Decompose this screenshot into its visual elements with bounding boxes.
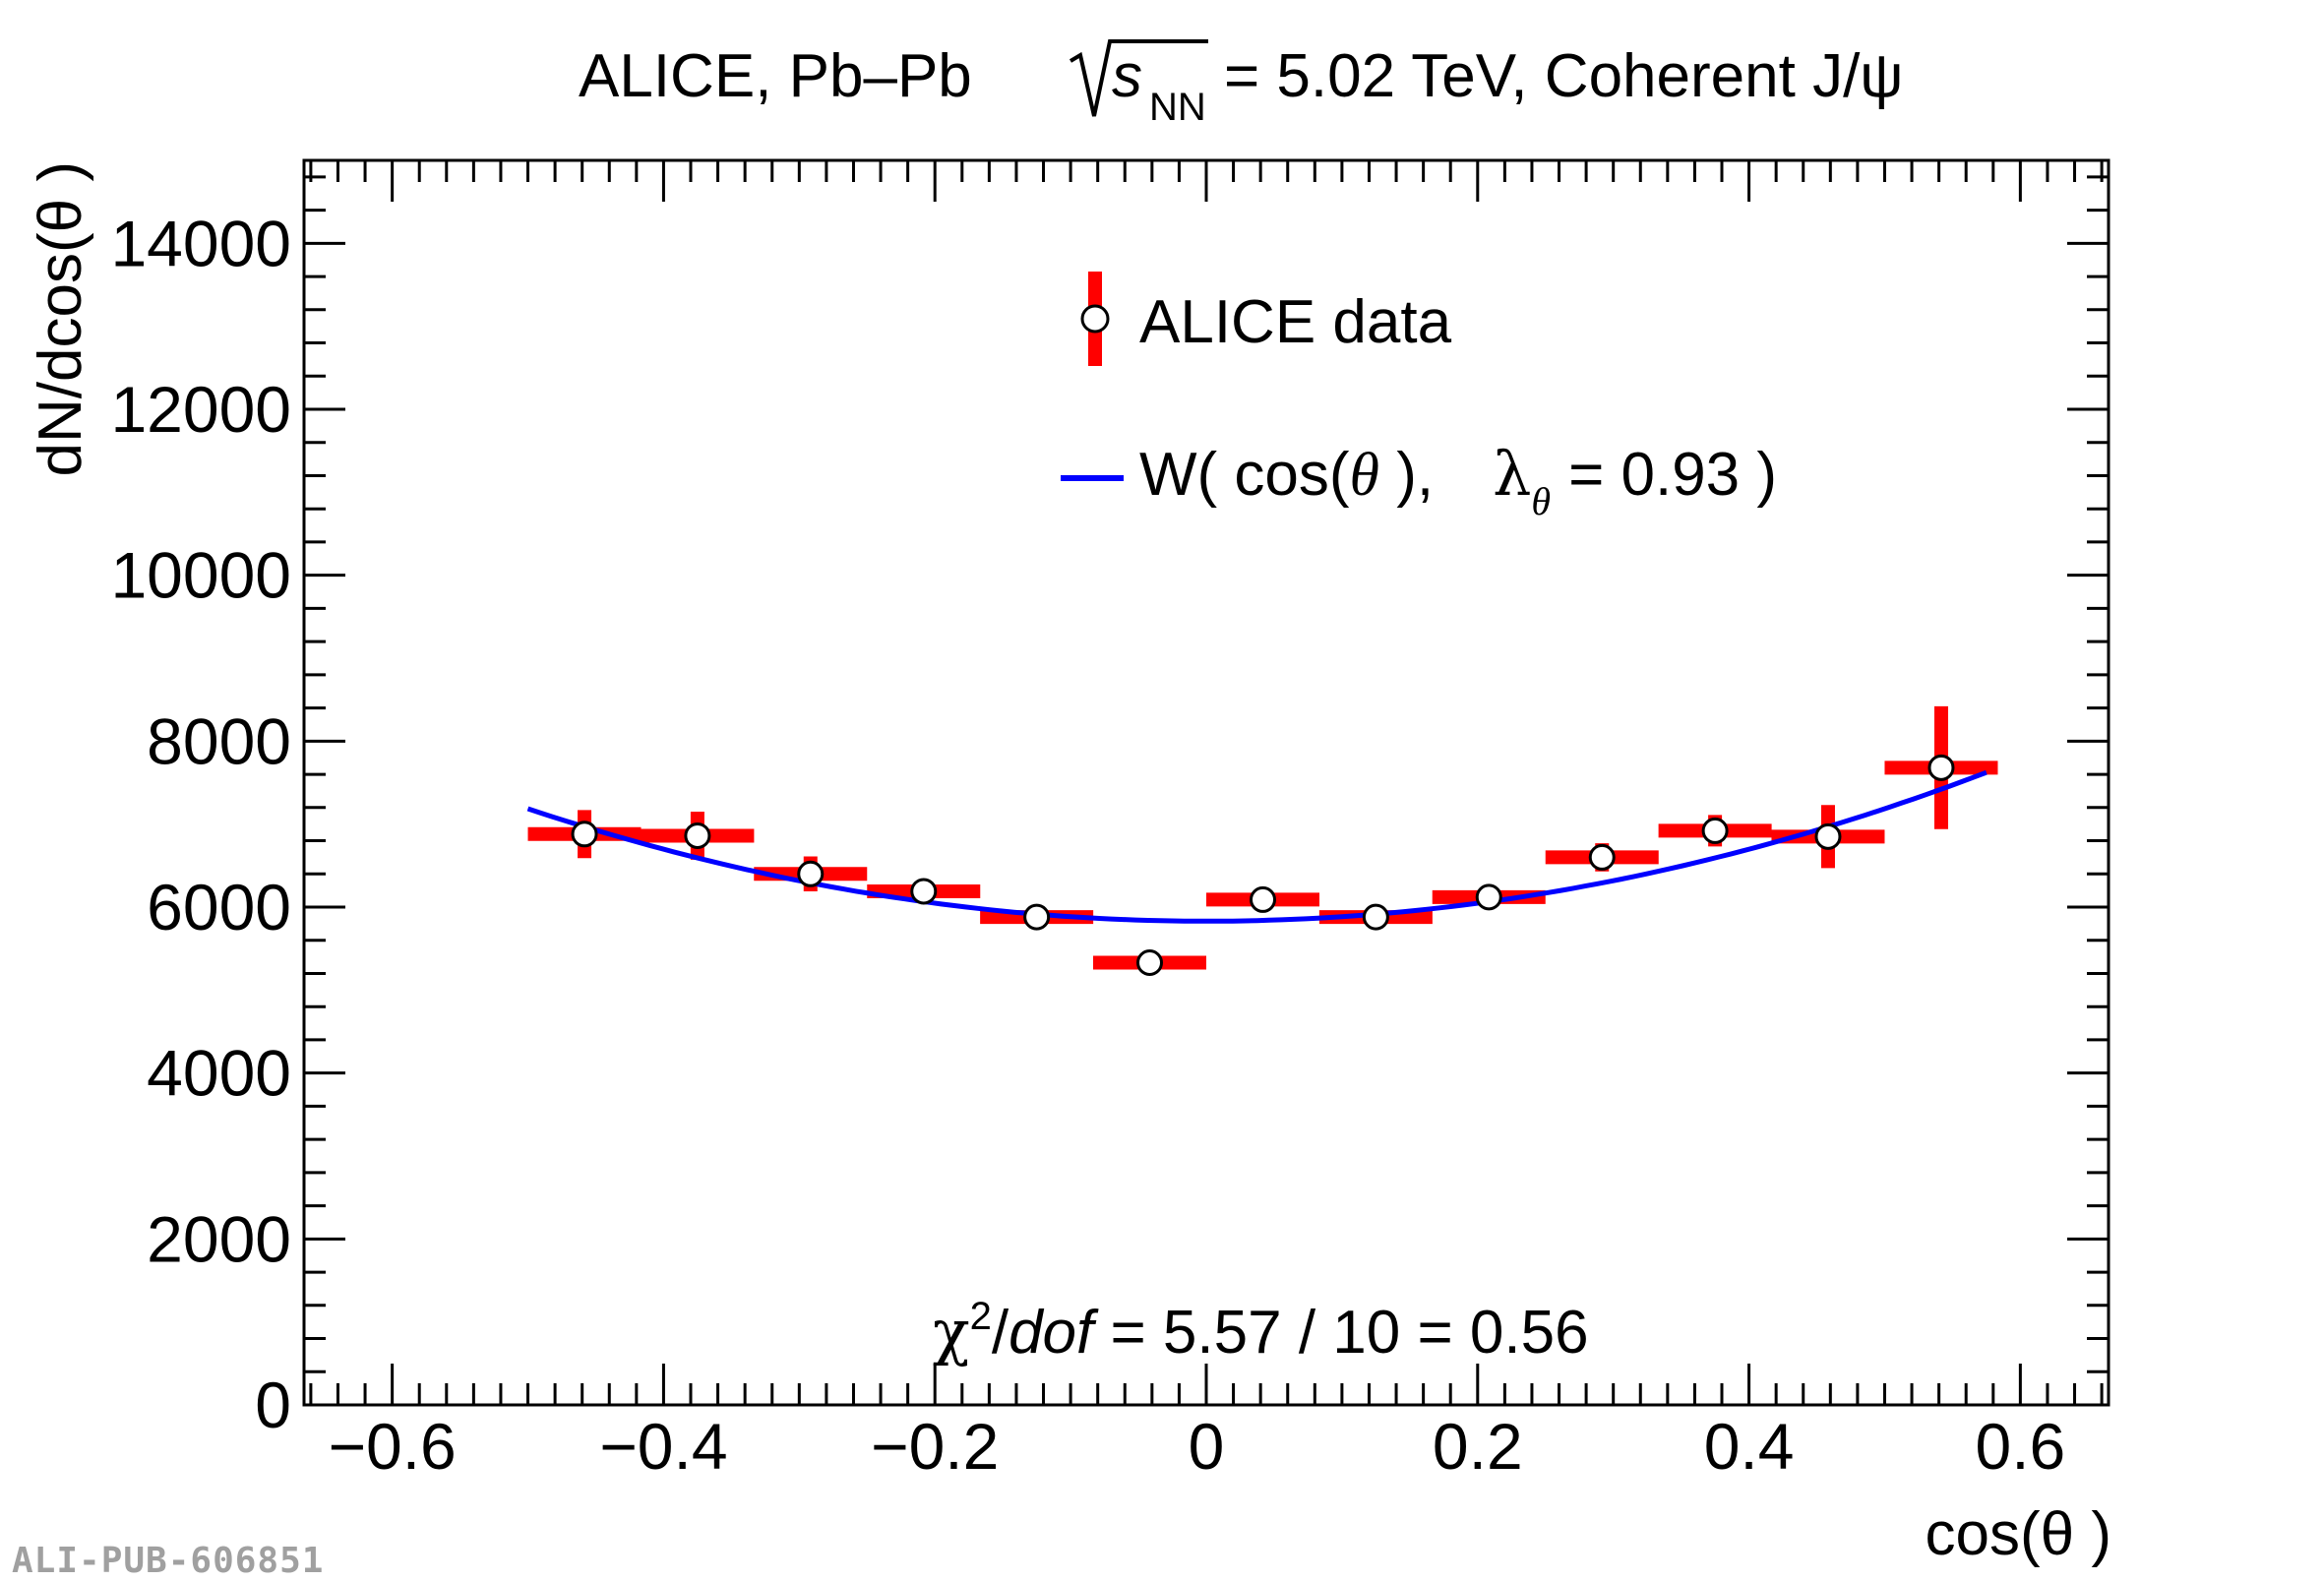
- data-point: [1475, 883, 1502, 911]
- data-point: [571, 821, 598, 848]
- chart-title: ALICE, Pb–Pb: [579, 42, 972, 110]
- y-axis-title: dN/dcos(θ ): [27, 161, 94, 476]
- data-point: [1701, 817, 1729, 844]
- x-tick-label: 0: [1189, 1410, 1225, 1483]
- title-s: s: [1112, 42, 1142, 110]
- legend-fit-label: W( cos(θ ), λθ = 0.93 ): [1139, 438, 1777, 523]
- data-point: [1927, 754, 1955, 781]
- chi2-annotation: χ2/dof = 5.57 / 10 = 0.56: [933, 1295, 1589, 1368]
- data-markers: [571, 754, 1955, 977]
- svg-text:= 5.02 TeV, Coherent J/ψ: = 5.02 TeV, Coherent J/ψ: [1224, 42, 1904, 110]
- data-point: [1023, 903, 1051, 931]
- legend: ALICE data W( cos(θ ), λθ = 0.93 ): [1061, 272, 1777, 523]
- data-point: [1588, 843, 1616, 871]
- data-point: [1250, 885, 1277, 913]
- y-tick-labels: 0 2000 4000 6000 8000 10000 12000 14000: [110, 207, 291, 1441]
- title-nn: NN: [1149, 86, 1206, 129]
- x-tick-label: −0.6: [328, 1410, 456, 1483]
- title-part2: = 5.02 TeV, Coherent J/ψ: [1224, 42, 1904, 110]
- y-tick-label: 2000: [147, 1202, 291, 1275]
- x-tick-label: −0.4: [599, 1410, 727, 1483]
- x-tick-label: 0.6: [1975, 1410, 2065, 1483]
- x-tick-label: −0.2: [871, 1410, 999, 1483]
- watermark: ALI-PUB-606851: [12, 1541, 325, 1581]
- data-point: [910, 878, 938, 905]
- x-tick-labels: −0.6 −0.4 −0.2 0 0.2 0.4 0.6: [328, 1410, 2065, 1483]
- sqrt-symbol: [1069, 39, 1208, 117]
- y-tick-label: 6000: [147, 871, 291, 943]
- y-tick-label: 8000: [147, 704, 291, 777]
- x-axis-title: cos(θ ): [1926, 1500, 2111, 1568]
- legend-data-marker: [1080, 272, 1110, 366]
- fit-curve: [526, 769, 1988, 924]
- data-point: [1814, 822, 1842, 850]
- title-part1: ALICE, Pb–Pb: [579, 42, 972, 110]
- y-tick-label: 10000: [110, 539, 291, 612]
- y-tick-label: 0: [255, 1369, 291, 1441]
- x-tick-label: 0.4: [1704, 1410, 1795, 1483]
- x-tick-label: 0.2: [1433, 1410, 1523, 1483]
- y-tick-label: 12000: [110, 373, 291, 446]
- data-point: [797, 860, 825, 887]
- svg-text:NN: NN: [1149, 86, 1206, 129]
- data-point: [1362, 903, 1389, 931]
- y-tick-label: 14000: [110, 207, 291, 279]
- axis-ticks: [304, 160, 2109, 1407]
- data-point: [684, 821, 711, 849]
- svg-text:s: s: [1112, 42, 1142, 110]
- data-point: [1135, 949, 1163, 977]
- legend-data-label: ALICE data: [1139, 288, 1452, 356]
- y-tick-label: 4000: [147, 1037, 291, 1110]
